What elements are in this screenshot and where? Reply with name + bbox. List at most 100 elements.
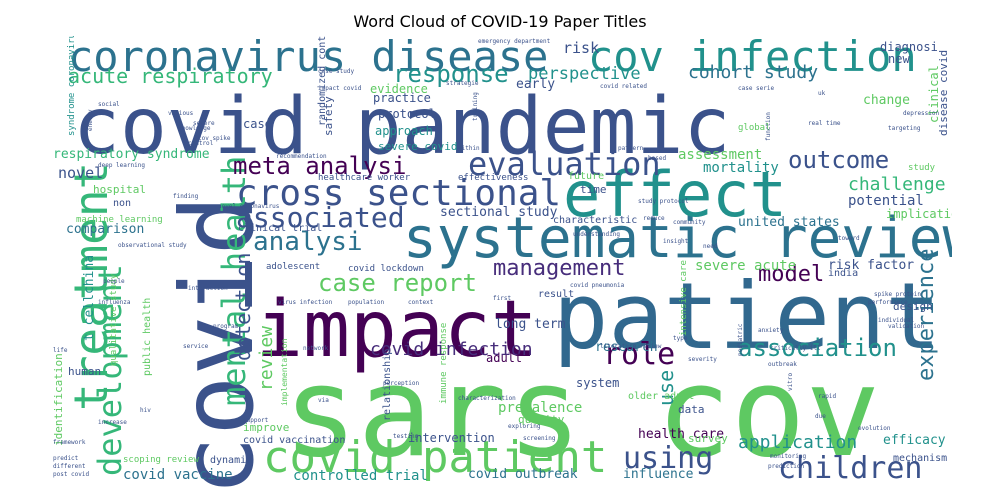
word: comparison — [66, 222, 145, 237]
word: depression — [903, 110, 940, 117]
word: prevalence — [498, 400, 583, 416]
word: healthcare worker — [318, 173, 411, 183]
word: anxiety — [758, 327, 784, 334]
word: associated — [236, 201, 405, 234]
word: data — [678, 403, 705, 416]
word: sectional study — [440, 205, 558, 220]
word: covid related — [600, 83, 647, 90]
word: implication — [886, 207, 952, 221]
word: exploring — [508, 423, 541, 430]
word: india — [828, 268, 859, 279]
word: type — [673, 335, 688, 342]
word: prediction — [768, 463, 805, 470]
word: detection — [231, 252, 255, 361]
word: evidence — [370, 82, 428, 96]
word: global — [738, 123, 771, 133]
word: life — [53, 347, 68, 354]
word: outcome — [788, 146, 890, 174]
word: hiv — [140, 407, 151, 414]
word: novel coronavirus — [218, 203, 280, 210]
word: meta analysi — [233, 152, 407, 180]
word: pattern — [618, 145, 644, 152]
word: randomized controlled — [317, 36, 328, 126]
word: assessment — [678, 147, 763, 163]
word: context — [408, 299, 434, 306]
word: intervention — [408, 431, 495, 445]
word: impact — [256, 285, 538, 375]
word: children — [778, 451, 923, 486]
word: machine learning — [76, 215, 163, 225]
word: targeting — [888, 125, 921, 132]
word: clinical trial — [238, 223, 323, 234]
word: experience — [914, 248, 939, 381]
word: role — [603, 337, 676, 372]
word: covid lockdown — [348, 264, 424, 274]
word: time — [580, 183, 607, 196]
word: case study — [318, 68, 355, 75]
word: implementation — [280, 338, 289, 406]
word: model — [758, 262, 825, 287]
word: risk — [563, 39, 600, 57]
word: post covid — [53, 471, 90, 478]
word: observational study — [118, 242, 187, 249]
word: individual — [878, 317, 915, 324]
word: potential — [848, 193, 924, 209]
word: syndrome coronavirus — [67, 36, 77, 136]
word: literature review — [600, 343, 662, 350]
word: toward — [838, 235, 860, 242]
word: program — [213, 323, 239, 330]
word: testing — [393, 433, 419, 440]
word: screening — [523, 435, 556, 442]
word: practice — [373, 91, 431, 105]
word: application — [738, 432, 858, 453]
word: due — [815, 413, 826, 420]
word: effectiveness — [458, 173, 529, 183]
word: within — [458, 145, 480, 152]
word: diagnosi — [880, 40, 938, 54]
word: patient — [553, 263, 941, 370]
word: study — [908, 163, 936, 173]
word: predict — [53, 455, 79, 462]
word: characteristic — [553, 215, 638, 226]
word: framework — [53, 439, 86, 446]
word: perspective — [528, 64, 641, 84]
word: covid vaccine — [123, 467, 233, 483]
word: case report — [318, 269, 477, 297]
word: cov spike — [198, 135, 231, 142]
word: research — [595, 340, 658, 355]
word: function — [765, 112, 772, 141]
word: based — [648, 155, 667, 162]
word: strategie — [446, 80, 479, 87]
word: adult — [486, 351, 523, 365]
word: training — [472, 92, 479, 121]
word: control — [188, 140, 214, 147]
word: various — [168, 110, 194, 117]
word: rapid — [818, 393, 837, 400]
word: covid outbreak — [468, 467, 578, 482]
word: social — [98, 101, 120, 108]
word: spike protein — [874, 291, 921, 298]
word: knowledge — [178, 125, 211, 132]
word: case — [243, 117, 272, 131]
word: covid pandemic — [73, 82, 731, 172]
word: evolution — [858, 425, 891, 432]
word: vitro — [787, 372, 794, 391]
word: covid patient — [263, 432, 608, 483]
word: mechanism — [893, 453, 948, 464]
word: systematic review — [403, 206, 952, 271]
word: sars cov — [283, 341, 881, 485]
word: change — [863, 93, 910, 108]
word: association — [738, 334, 897, 362]
word: virus infection — [278, 299, 333, 306]
word: scoping review — [123, 455, 199, 465]
word: severity — [688, 356, 717, 363]
word: severe acute — [695, 258, 797, 274]
word: outbreak — [768, 361, 797, 368]
word: need — [703, 243, 718, 250]
word: system — [576, 376, 620, 390]
word: severe covid — [378, 140, 458, 153]
word-cloud: covid pandemic sars cov patient impact covid… — [48, 36, 952, 491]
word: using — [623, 441, 714, 476]
word: challenge — [848, 174, 946, 195]
word: hospital — [93, 183, 146, 196]
